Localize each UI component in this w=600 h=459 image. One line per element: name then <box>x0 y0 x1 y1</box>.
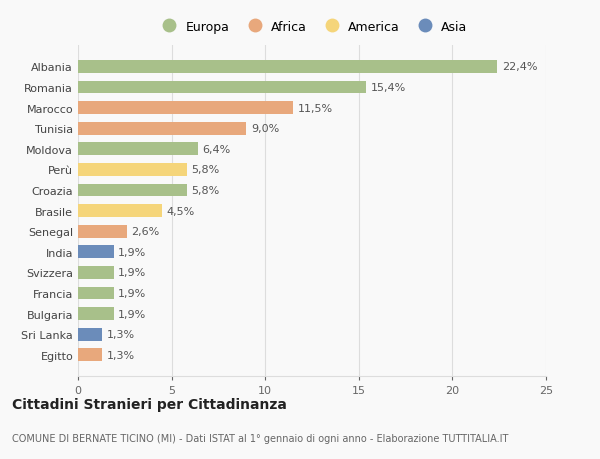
Bar <box>78 123 247 135</box>
Text: 1,3%: 1,3% <box>107 330 135 339</box>
Text: Cittadini Stranieri per Cittadinanza: Cittadini Stranieri per Cittadinanza <box>12 397 287 412</box>
Bar <box>78 287 113 300</box>
Text: 1,9%: 1,9% <box>118 268 146 278</box>
Bar <box>78 205 162 218</box>
Bar <box>78 328 103 341</box>
Text: 1,3%: 1,3% <box>107 350 135 360</box>
Text: 11,5%: 11,5% <box>298 103 333 113</box>
Bar <box>78 184 187 197</box>
Text: 5,8%: 5,8% <box>191 165 220 175</box>
Bar <box>78 308 113 320</box>
Text: 2,6%: 2,6% <box>131 227 160 237</box>
Bar <box>78 266 113 279</box>
Text: 5,8%: 5,8% <box>191 185 220 196</box>
Text: 22,4%: 22,4% <box>502 62 538 72</box>
Bar <box>78 349 103 361</box>
Text: 6,4%: 6,4% <box>202 145 231 155</box>
Text: 1,9%: 1,9% <box>118 309 146 319</box>
Legend: Europa, Africa, America, Asia: Europa, Africa, America, Asia <box>152 16 472 39</box>
Text: 4,5%: 4,5% <box>167 206 195 216</box>
Bar <box>78 246 113 258</box>
Bar <box>78 225 127 238</box>
Text: COMUNE DI BERNATE TICINO (MI) - Dati ISTAT al 1° gennaio di ogni anno - Elaboraz: COMUNE DI BERNATE TICINO (MI) - Dati IST… <box>12 433 508 442</box>
Bar <box>78 102 293 115</box>
Bar <box>78 61 497 73</box>
Bar <box>78 143 198 156</box>
Bar <box>78 81 366 94</box>
Text: 15,4%: 15,4% <box>371 83 406 93</box>
Text: 9,0%: 9,0% <box>251 124 280 134</box>
Text: 1,9%: 1,9% <box>118 288 146 298</box>
Text: 1,9%: 1,9% <box>118 247 146 257</box>
Bar <box>78 164 187 176</box>
